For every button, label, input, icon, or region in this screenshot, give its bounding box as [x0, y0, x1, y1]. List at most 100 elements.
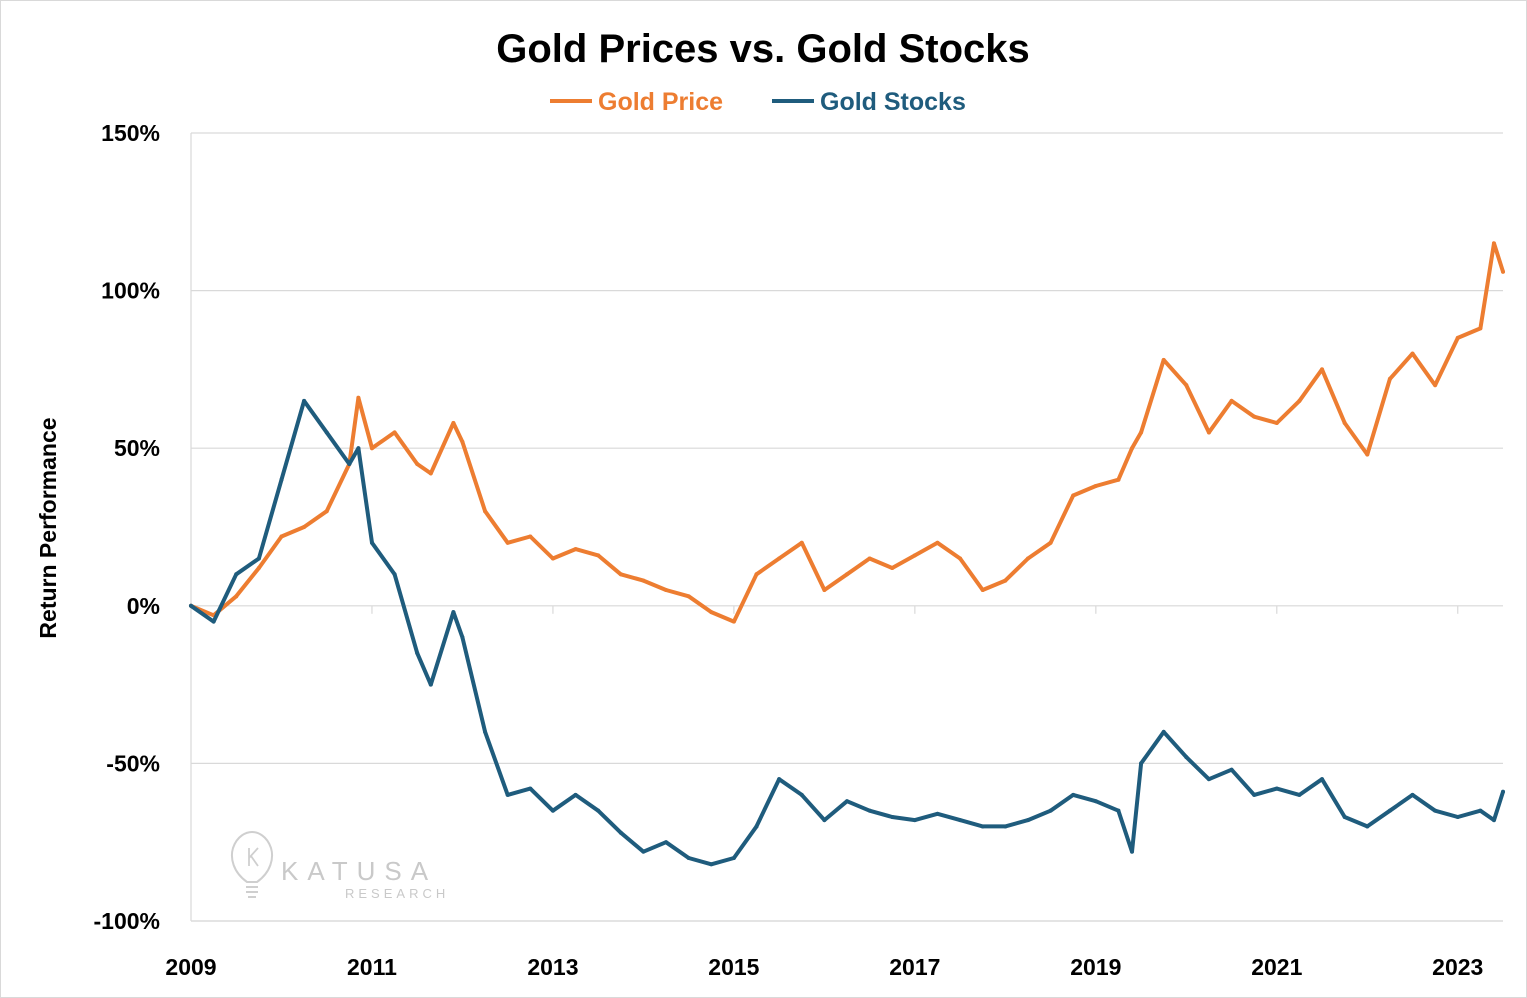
data-point — [731, 619, 736, 624]
data-point — [618, 830, 623, 835]
data-point — [483, 509, 488, 514]
data-point — [1184, 383, 1189, 388]
data-point — [460, 439, 465, 444]
data-point — [1161, 729, 1166, 734]
data-point — [356, 446, 361, 451]
data-point — [1433, 808, 1438, 813]
data-point — [1139, 761, 1144, 766]
data-point — [550, 556, 555, 561]
data-point — [686, 594, 691, 599]
legend: Gold Price Gold Stocks — [550, 88, 966, 116]
data-point — [460, 635, 465, 640]
data-point — [1478, 326, 1483, 331]
data-point — [1342, 814, 1347, 819]
y-axis-tick-labels: 150% 100% 50% 0% -50% -100% — [94, 120, 160, 934]
data-point — [641, 849, 646, 854]
data-point — [958, 818, 963, 823]
data-point — [1365, 452, 1370, 457]
data-point — [369, 540, 374, 545]
watermark-name: KATUSA — [281, 856, 437, 886]
data-point — [731, 855, 736, 860]
data-point — [279, 477, 284, 482]
data-point — [483, 729, 488, 734]
data-point — [845, 572, 849, 577]
data-point — [1274, 786, 1279, 791]
x-tick-label: 2015 — [708, 954, 759, 980]
data-point — [234, 594, 239, 599]
data-point — [1071, 493, 1076, 498]
data-point — [1274, 420, 1279, 425]
data-point — [1048, 808, 1053, 813]
data-point — [664, 840, 669, 845]
data-point — [1342, 420, 1347, 425]
x-tick-label: 2021 — [1251, 954, 1302, 980]
data-point — [1003, 578, 1008, 583]
x-tick-label: 2023 — [1432, 954, 1483, 980]
data-point — [1387, 808, 1392, 813]
data-point — [1433, 383, 1438, 388]
data-point — [596, 553, 601, 558]
data-point — [980, 588, 985, 593]
data-point — [234, 572, 239, 577]
data-point — [822, 588, 827, 593]
data-point — [1491, 818, 1496, 823]
y-tick-label: -100% — [94, 908, 160, 934]
data-point — [1501, 789, 1505, 794]
data-point — [1093, 799, 1098, 804]
data-point — [754, 572, 759, 577]
data-point — [1206, 430, 1211, 435]
data-point — [347, 461, 352, 466]
data-point — [777, 556, 782, 561]
series-gold-price — [189, 241, 1505, 624]
data-point — [415, 651, 420, 656]
data-point — [1229, 767, 1234, 772]
data-point — [256, 556, 261, 561]
data-point — [1025, 556, 1030, 561]
data-point — [451, 420, 456, 425]
data-point — [1455, 814, 1460, 819]
data-point — [211, 619, 216, 624]
data-point — [596, 808, 601, 813]
data-point — [1252, 414, 1257, 419]
data-point — [1048, 540, 1053, 545]
legend-label: Gold Stocks — [820, 88, 966, 116]
data-point — [1139, 430, 1144, 435]
data-point — [1365, 824, 1370, 829]
data-point — [1229, 398, 1234, 403]
data-point — [505, 540, 510, 545]
legend-item-gold-stocks: Gold Stocks — [772, 88, 966, 116]
data-point — [415, 461, 420, 466]
x-axis — [190, 133, 1503, 922]
data-point — [392, 572, 397, 577]
data-point — [324, 430, 329, 435]
data-point — [550, 808, 555, 813]
data-point — [256, 565, 261, 570]
data-point — [912, 553, 917, 558]
data-point — [189, 603, 193, 608]
data-point — [980, 824, 985, 829]
data-point — [867, 808, 872, 813]
x-tick-label: 2011 — [347, 954, 397, 980]
watermark-subtitle: RESEARCH — [345, 886, 449, 901]
data-point — [573, 792, 578, 797]
data-point — [799, 540, 804, 545]
data-point — [822, 818, 827, 823]
data-point — [1003, 824, 1008, 829]
data-point — [867, 556, 872, 561]
data-point — [799, 792, 804, 797]
data-point — [1206, 777, 1211, 782]
data-point — [777, 777, 782, 782]
chart-title: Gold Prices vs. Gold Stocks — [496, 27, 1030, 71]
data-point — [1491, 241, 1496, 246]
data-point — [686, 855, 691, 860]
data-point — [1297, 398, 1302, 403]
legend-item-gold-price: Gold Price — [550, 88, 723, 116]
x-axis-tick-labels: 2009 2011 2013 2015 2017 2019 2021 2023 — [165, 954, 1483, 980]
x-tick-label: 2009 — [165, 954, 216, 980]
data-point — [1130, 849, 1135, 854]
y-tick-label: 0% — [127, 593, 160, 619]
data-point — [302, 398, 307, 403]
data-point — [935, 540, 940, 545]
data-point — [1410, 351, 1415, 356]
